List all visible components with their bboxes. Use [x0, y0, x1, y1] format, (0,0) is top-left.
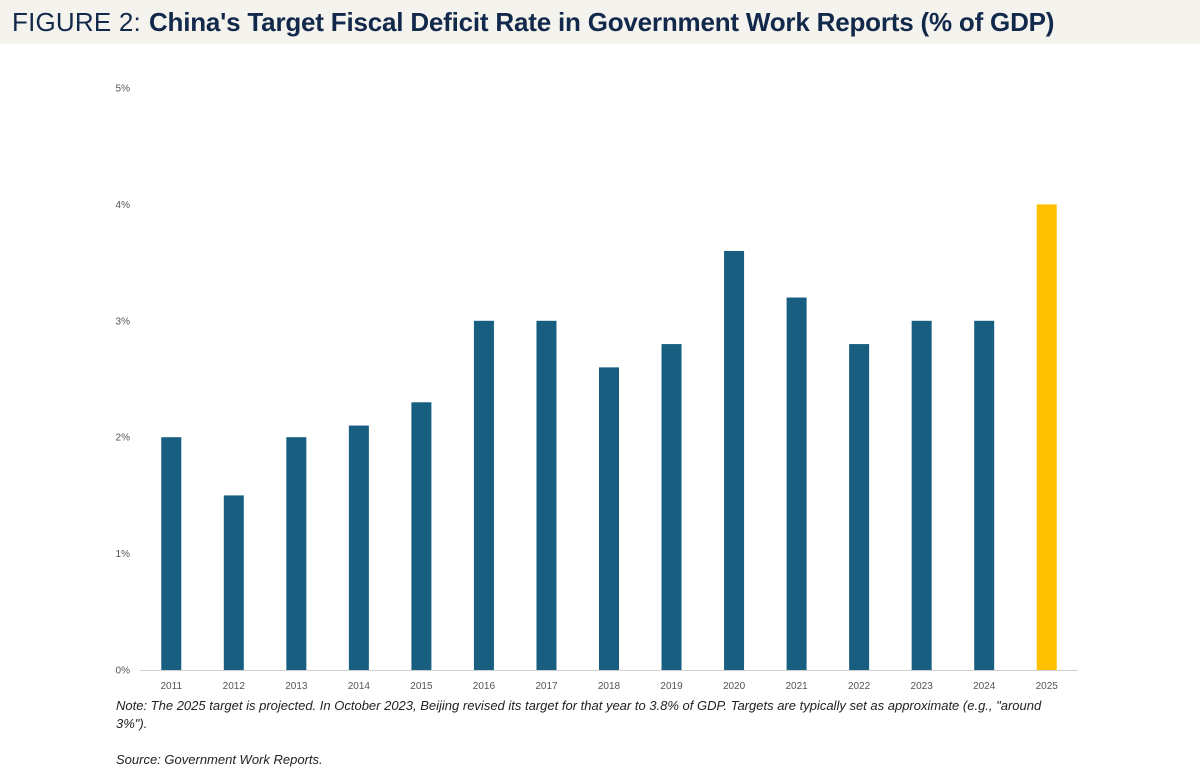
bar-chart: 0%1%2%3%4%5% 2011 2012 2013 2014 2015 2016 201… — [116, 84, 1078, 692]
x-tick-label: 2016 — [473, 681, 496, 692]
figure-title-bar: FIGURE 2: China's Target Fiscal Deficit … — [0, 0, 1200, 44]
x-tick-label: 2019 — [660, 681, 683, 692]
bar-2014 — [348, 425, 369, 670]
bar-2016 — [473, 320, 494, 670]
bar-2015 — [411, 402, 432, 670]
chart-note: Note: The 2025 target is projected. In O… — [116, 698, 1042, 731]
bar-series — [161, 204, 1057, 670]
x-tick-label: 2013 — [285, 681, 308, 692]
bar-2022 — [849, 344, 870, 670]
bar-2021 — [786, 297, 807, 670]
bar-2019 — [661, 344, 682, 670]
x-tick-label: 2022 — [848, 681, 871, 692]
x-tick-label: 2017 — [535, 681, 558, 692]
x-tick-label: 2018 — [598, 681, 621, 692]
x-tick-label: 2025 — [1036, 681, 1059, 692]
x-tick-label: 2014 — [348, 681, 371, 692]
x-tick-label: 2020 — [723, 681, 746, 692]
bar-2012 — [223, 495, 244, 670]
bar-2020 — [724, 250, 745, 670]
x-tick-label: 2024 — [973, 681, 996, 692]
y-tick-label: 4% — [116, 200, 131, 211]
figure-number: FIGURE 2: — [12, 6, 141, 37]
y-tick-label: 2% — [116, 433, 131, 444]
x-tick-label: 2012 — [223, 681, 246, 692]
bar-2025 — [1036, 204, 1057, 670]
x-tick-label: 2023 — [911, 681, 934, 692]
y-tick-label: 3% — [116, 316, 131, 327]
y-tick-label: 0% — [116, 666, 131, 677]
y-axis: 0% 1% 2% 3% 4% 5% — [116, 84, 131, 677]
bar-2018 — [599, 367, 619, 670]
bar-2017 — [536, 320, 557, 670]
x-tick-label: 2015 — [410, 681, 433, 692]
chart-source: Source: Government Work Reports. — [116, 752, 323, 767]
bar-2023 — [911, 320, 932, 670]
x-axis: 2011 2012 2013 2014 2015 2016 2017 2018 2019 2020… — [161, 681, 1059, 692]
bar-2024 — [974, 320, 995, 670]
figure-title: China's Target Fiscal Deficit Rate in Go… — [148, 6, 1055, 37]
y-tick-label: 1% — [116, 549, 131, 560]
bar-2013 — [286, 437, 307, 670]
x-tick-label: 2011 — [161, 681, 183, 692]
y-tick-label: 5% — [116, 84, 131, 95]
bar-2011 — [161, 437, 182, 670]
x-tick-label: 2021 — [785, 681, 808, 692]
